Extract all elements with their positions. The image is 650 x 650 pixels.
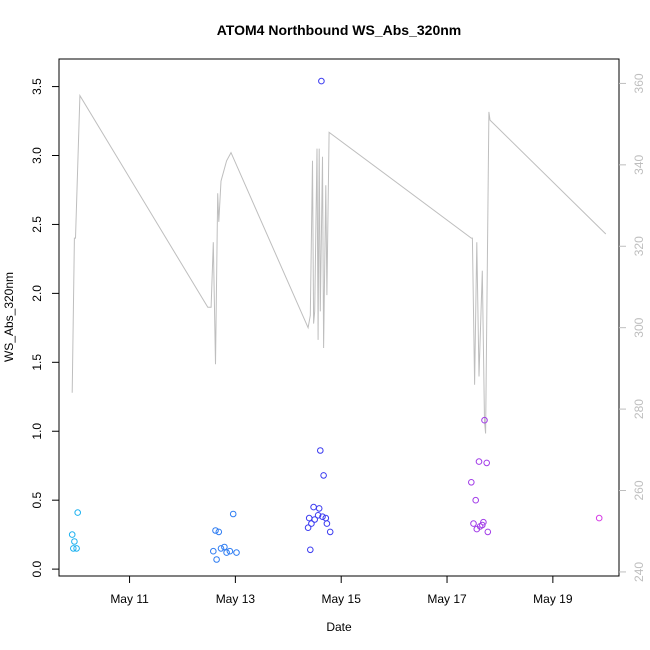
data-point [326,528,334,536]
data-point [70,545,77,552]
data-point [318,77,325,85]
plot-box [58,58,620,577]
y2-tick-label: 340 [632,155,646,175]
x-tick-label: May 15 [322,592,362,606]
data-point [305,514,313,522]
data-point [314,512,322,519]
y-tick-label: 0.0 [30,560,44,577]
y2-tick-label: 300 [632,317,646,337]
x-tick-label: May 19 [533,592,573,606]
y2-tick-label: 240 [632,562,646,582]
data-point [320,472,327,479]
data-point [483,459,491,467]
data-point [595,514,603,522]
data-point [317,447,324,454]
data-point [210,547,217,555]
data-point [472,496,480,504]
y-axis-label: WS_Abs_320nm [2,272,16,362]
x-tick-label: May 17 [427,592,467,606]
data-point [217,545,225,552]
y2-tick-label: 260 [632,480,646,500]
y2-tick-label: 320 [632,236,646,256]
data-point [481,416,488,424]
y-axis-right: 240 260 280 300 320 340 360 [619,73,646,582]
x-axis: May 11 May 13 May 15 May 17 May 19 [110,576,573,606]
chart-title: ATOM4 Northbound WS_Abs_320nm [217,22,462,38]
data-point [212,527,219,534]
data-point [304,524,312,532]
data-point [470,520,477,527]
y-axis-left: 0.0 0.5 1.0 1.5 2.0 2.5 3.0 3.5 [30,78,59,577]
data-point [221,543,228,551]
y2-tick-label: 360 [632,73,646,93]
data-point [233,549,240,556]
scatter-series [68,77,603,563]
data-point [229,510,237,518]
y-tick-label: 1.0 [30,423,44,440]
data-point [71,538,78,545]
data-point [323,520,331,527]
y-tick-label: 0.5 [30,492,44,509]
line-series-path [71,93,607,434]
x-tick-label: May 11 [110,592,149,606]
x-tick-label: May 13 [216,592,256,606]
right-axis-line-series [71,93,607,434]
data-point [480,518,487,526]
y-tick-label: 2.0 [30,285,44,302]
data-point [310,503,317,511]
data-point [223,549,230,556]
data-point [308,520,315,527]
y-tick-label: 2.5 [30,216,44,233]
data-point [484,528,492,536]
data-point [73,545,80,552]
x-axis-label: Date [326,620,352,634]
data-point [68,531,76,538]
data-point [215,528,223,536]
y-tick-label: 3.0 [30,147,44,164]
data-point [311,516,319,523]
data-point [74,509,81,516]
data-point [307,546,314,554]
data-point [319,513,326,521]
data-point [475,458,483,465]
y-tick-label: 1.5 [30,354,44,371]
data-point [315,505,323,512]
data-point [468,479,475,486]
data-point [322,514,330,522]
y2-tick-label: 280 [632,399,646,419]
data-point [213,556,220,563]
y-tick-label: 3.5 [30,78,44,95]
data-point [226,547,234,555]
